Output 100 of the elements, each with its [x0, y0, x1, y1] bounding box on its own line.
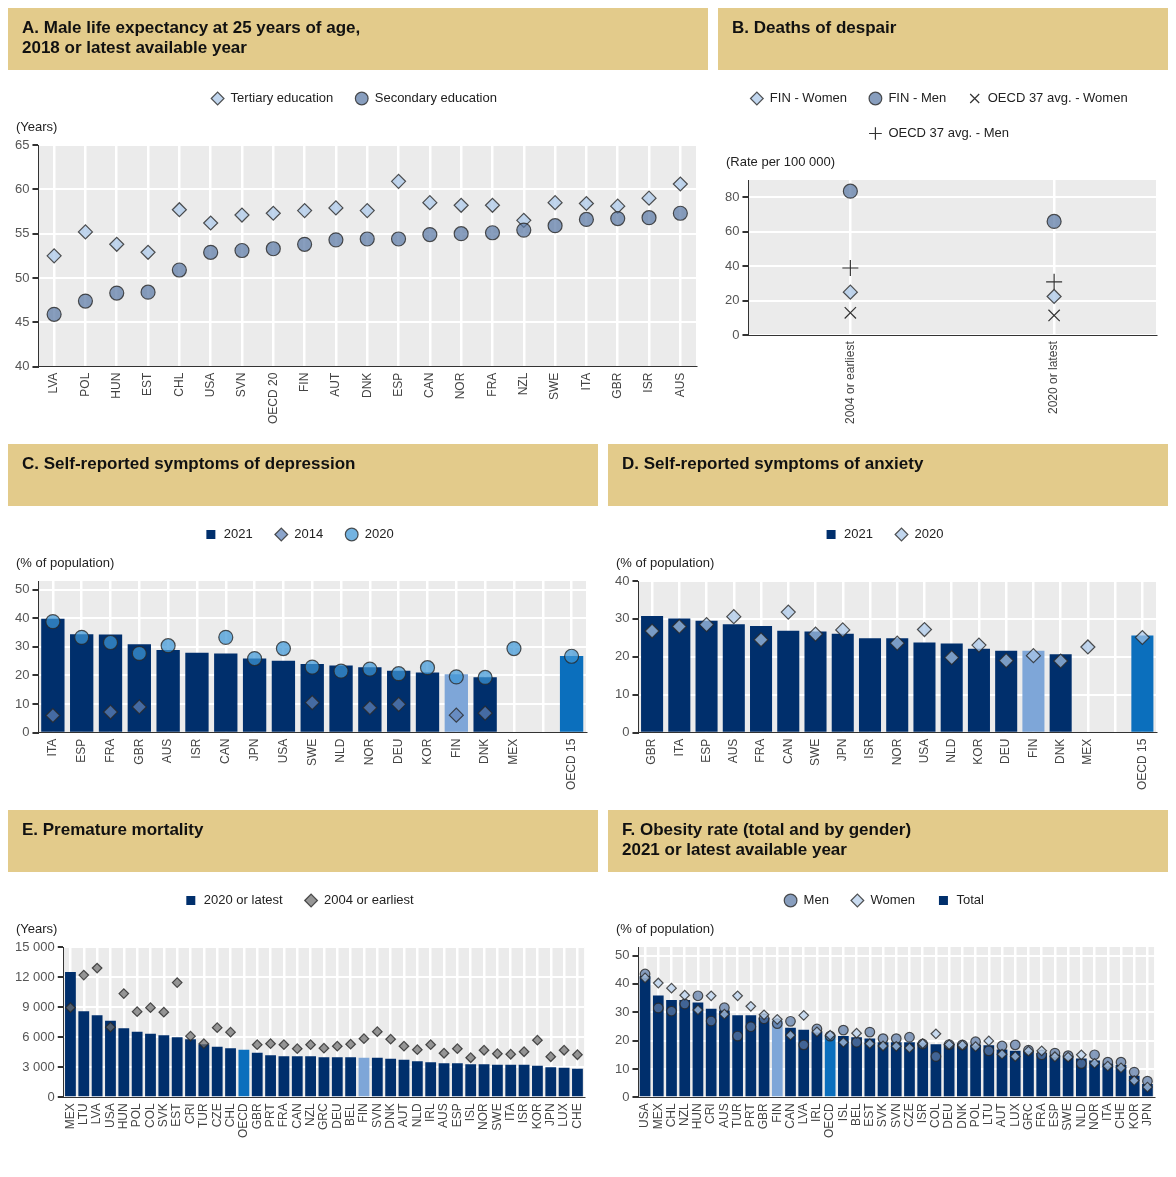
y-tick-label: 3 000: [22, 1058, 55, 1074]
y-tick-label: 6 000: [22, 1028, 55, 1044]
x-tick-label: ESP: [1047, 1103, 1062, 1128]
x-tick-label: LUX: [556, 1103, 571, 1127]
x-tick-label: SVK: [156, 1103, 171, 1128]
x-tick-label: ISL: [463, 1103, 478, 1122]
x-tick-label: SVK: [875, 1103, 890, 1128]
x-tick-label: JPN: [1139, 1103, 1154, 1126]
x-tick-label: MEX: [1080, 738, 1095, 765]
y-tick-label: 80: [724, 188, 740, 204]
x-tick-label: AUS: [436, 1103, 451, 1129]
x-tick-label: SWE: [489, 1103, 504, 1131]
legend-label: Men: [803, 892, 829, 908]
y-tick-label: 60: [724, 223, 740, 239]
x-tick-label: AUS: [716, 1103, 731, 1129]
x-tick-label: NOR: [1086, 1103, 1101, 1130]
x-tick-label: CHL: [663, 1103, 678, 1128]
x-tick-label: ISR: [915, 1103, 930, 1124]
x-tick-label: CHE: [1113, 1103, 1128, 1129]
x-tick-label: NZL: [302, 1103, 317, 1126]
x-tick-label: ITA: [578, 372, 593, 391]
x-tick-label: SWE: [547, 372, 562, 400]
x-tick-label: NZL: [516, 372, 531, 396]
x-tick-label: DEU: [941, 1103, 956, 1129]
x-tick-label: FIN: [1025, 738, 1040, 758]
x-tick-label: EST: [862, 1102, 877, 1127]
y-tick-label: 20: [614, 1032, 630, 1048]
x-tick-label: GBR: [756, 1103, 771, 1130]
x-tick-label: SWE: [1060, 1103, 1075, 1131]
x-tick-label: OECD: [822, 1103, 837, 1138]
x-tick-label: POL: [77, 372, 92, 397]
y-tick-label: 50: [14, 269, 30, 285]
y-tick-label: 55: [14, 225, 30, 241]
y-tick-label: 20: [614, 648, 630, 664]
x-tick-label: LTU: [981, 1103, 996, 1126]
x-tick-label: LUX: [1007, 1103, 1022, 1127]
x-tick-label: EST: [169, 1102, 184, 1127]
x-tick-label: COL: [928, 1103, 943, 1129]
legend-label: Secondary education: [374, 90, 497, 106]
y-tick-label: 60: [14, 180, 30, 196]
x-tick-label: NLD: [333, 738, 348, 763]
x-tick-label: ISR: [862, 738, 877, 759]
legend-label: 2014: [294, 526, 324, 542]
y-tick-label: 45: [14, 313, 30, 329]
x-tick-label: ITA: [1100, 1103, 1115, 1122]
legend-label: Tertiary education: [230, 90, 334, 106]
x-tick-label: DNK: [382, 1103, 397, 1129]
chart-title: B. Deaths of despair: [732, 18, 898, 38]
x-tick-label: AUT: [994, 1102, 1009, 1128]
x-tick-label: FRA: [484, 372, 499, 397]
x-tick-label: POL: [129, 1103, 144, 1128]
y-tick-label: 40: [614, 572, 630, 588]
x-tick-label: BEL: [342, 1103, 357, 1127]
x-tick-label: AUS: [726, 738, 741, 764]
y-axis-title: (% of population): [616, 921, 715, 936]
x-tick-label: NLD: [409, 1103, 424, 1128]
legend-label: FIN - Women: [769, 90, 847, 106]
y-tick-label: 65: [14, 136, 30, 152]
x-tick-label: DEU: [391, 738, 405, 764]
y-tick-label: 0: [732, 326, 740, 342]
y-axis-title: (% of population): [616, 555, 715, 570]
x-tick-label: NOR: [476, 1103, 491, 1130]
x-tick-label: GBR: [131, 738, 146, 765]
x-tick-label: SVN: [234, 372, 249, 398]
legend-label: 2004 or earliest: [324, 892, 415, 908]
x-tick-label: USA: [916, 738, 931, 764]
x-tick-label: SWE: [807, 738, 822, 766]
x-tick-label: IRL: [422, 1103, 437, 1123]
x-tick-label: LTU: [76, 1103, 91, 1126]
x-tick-label: NLD: [944, 738, 959, 763]
chart-title: D. Self-reported symptoms of anxiety: [622, 454, 925, 474]
x-tick-label: POL: [967, 1103, 982, 1128]
x-tick-label: BEL: [848, 1103, 863, 1127]
x-tick-label: ISR: [189, 738, 204, 759]
y-tick-label: 10: [614, 1060, 630, 1076]
x-tick-label: NLD: [1073, 1103, 1088, 1128]
x-tick-label: EST: [140, 371, 155, 396]
x-tick-label: CHL: [171, 372, 186, 397]
x-tick-label: FRA: [1034, 1103, 1048, 1128]
legend-label: Total: [956, 892, 985, 908]
x-tick-label: OECD 20: [265, 372, 280, 425]
x-tick-label: LVA: [46, 372, 61, 394]
x-tick-label: 2004 or earliest: [842, 340, 857, 424]
x-tick-label: 2020 or latest: [1046, 340, 1061, 414]
y-tick-label: 12 000: [15, 968, 55, 984]
x-tick-label: GRC: [1020, 1103, 1035, 1130]
y-tick-label: 0: [47, 1088, 55, 1104]
y-tick-label: 0: [22, 724, 30, 740]
x-tick-label: FRA: [753, 738, 768, 763]
y-tick-label: 40: [614, 975, 630, 991]
x-tick-label: NOR: [362, 738, 377, 766]
x-tick-label: CHL: [222, 1103, 237, 1128]
legend-label: Women: [870, 892, 915, 908]
x-tick-label: HUN: [116, 1103, 131, 1130]
y-tick-label: 20: [14, 667, 30, 682]
x-tick-label: COL: [142, 1103, 157, 1129]
x-tick-label: CAN: [289, 1103, 304, 1129]
x-tick-label: CZE: [209, 1103, 224, 1128]
x-tick-label: CAN: [422, 372, 437, 398]
x-tick-label: AUS: [160, 738, 175, 764]
